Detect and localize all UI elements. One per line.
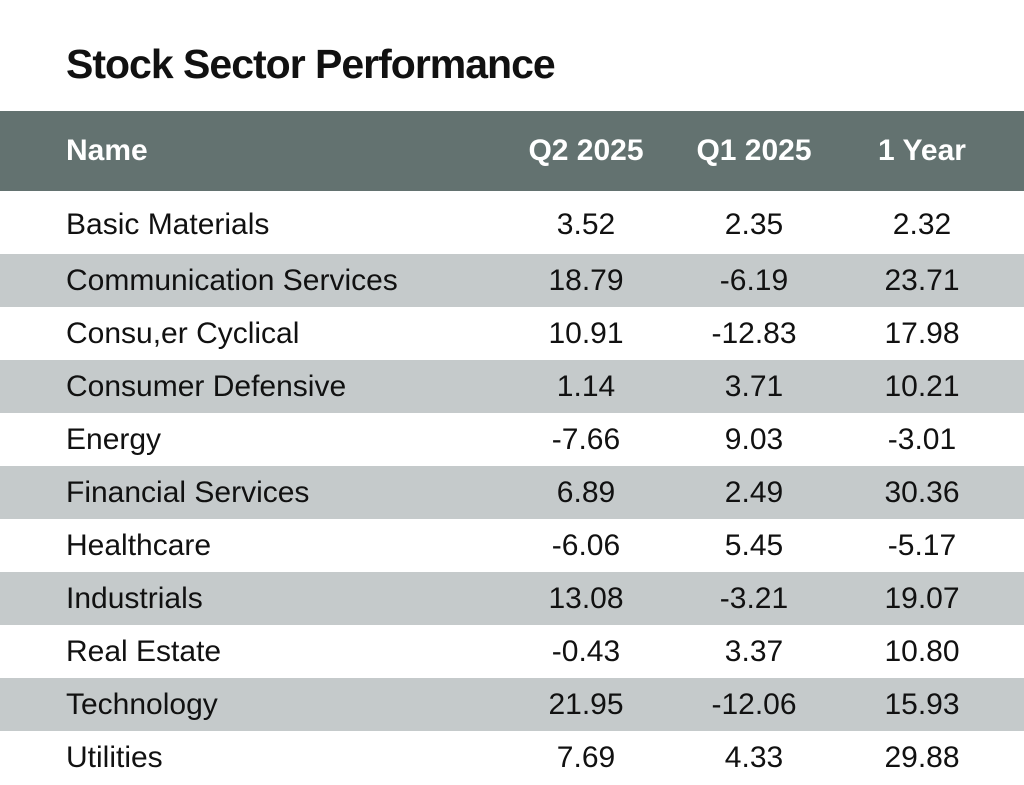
cell-q1-2025: -6.19 (719, 263, 789, 297)
table-row: Communication Services 18.79 -6.19 23.71 (0, 254, 1024, 307)
column-header-q1-2025: Q1 2025 (696, 134, 812, 167)
cell-name: Financial Services (66, 475, 310, 509)
cell-q2-2025: 10.91 (548, 316, 624, 350)
table-row: Technology 21.95 -12.06 15.93 (0, 678, 1024, 731)
table-row: Energy -7.66 9.03 -3.01 (0, 413, 1024, 466)
cell-name: Technology (66, 687, 218, 721)
cell-name: Consu,er Cyclical (66, 316, 300, 350)
page-title: Stock Sector Performance (66, 41, 556, 87)
cell-q2-2025: 18.79 (548, 263, 624, 297)
cell-q2-2025: 13.08 (548, 581, 624, 615)
table-body: Basic Materials 3.52 2.35 2.32 Communication… (0, 191, 1024, 784)
table-row: Financial Services 6.89 2.49 30.36 (0, 466, 1024, 519)
cell-q1-2025: -3.21 (719, 581, 789, 615)
cell-1-year: 30.36 (884, 475, 960, 509)
table-row: Basic Materials 3.52 2.35 2.32 (0, 191, 1024, 254)
cell-name: Basic Materials (66, 207, 270, 241)
cell-q2-2025: -6.06 (551, 528, 621, 562)
cell-q2-2025: -0.43 (551, 634, 621, 668)
cell-q1-2025: 3.37 (724, 634, 784, 668)
cell-q1-2025: -12.83 (711, 316, 797, 350)
cell-1-year: 15.93 (884, 687, 960, 721)
column-header-q2-2025: Q2 2025 (528, 134, 644, 167)
cell-q2-2025: 7.69 (556, 740, 616, 774)
cell-1-year: 10.80 (884, 634, 960, 668)
cell-q1-2025: 2.35 (724, 207, 784, 241)
cell-q1-2025: 4.33 (724, 740, 784, 774)
cell-1-year: 23.71 (884, 263, 960, 297)
cell-q1-2025: 5.45 (724, 528, 784, 562)
cell-1-year: -5.17 (887, 528, 957, 562)
cell-1-year: 17.98 (884, 316, 960, 350)
cell-q2-2025: 3.52 (556, 207, 616, 241)
table-row: Real Estate -0.43 3.37 10.80 (0, 625, 1024, 678)
cell-1-year: 29.88 (884, 740, 960, 774)
column-header-1-year: 1 Year (878, 134, 966, 167)
cell-q2-2025: 6.89 (556, 475, 616, 509)
cell-1-year: -3.01 (887, 422, 957, 456)
cell-name: Communication Services (66, 263, 398, 297)
cell-name: Healthcare (66, 528, 212, 562)
cell-q2-2025: 1.14 (556, 369, 616, 403)
cell-q1-2025: 2.49 (724, 475, 784, 509)
table-header-row: Name Q2 2025 Q1 2025 1 Year (0, 111, 1024, 191)
cell-q1-2025: -12.06 (711, 687, 797, 721)
cell-q2-2025: -7.66 (551, 422, 621, 456)
column-header-name: Name (66, 134, 148, 167)
cell-name: Real Estate (66, 634, 222, 668)
cell-q1-2025: 3.71 (724, 369, 784, 403)
cell-1-year: 10.21 (884, 369, 960, 403)
table-row: Industrials 13.08 -3.21 19.07 (0, 572, 1024, 625)
cell-name: Consumer Defensive (66, 369, 347, 403)
table-row: Consumer Defensive 1.14 3.71 10.21 (0, 360, 1024, 413)
cell-1-year: 19.07 (884, 581, 960, 615)
cell-name: Utilities (66, 740, 163, 774)
cell-q2-2025: 21.95 (548, 687, 624, 721)
cell-name: Energy (66, 422, 162, 456)
sector-performance-table: Name Q2 2025 Q1 2025 1 Year Basic Materi… (0, 111, 1024, 784)
table-row: Utilities 7.69 4.33 29.88 (0, 731, 1024, 784)
cell-1-year: 2.32 (892, 207, 952, 241)
cell-name: Industrials (66, 581, 203, 615)
cell-q1-2025: 9.03 (724, 422, 784, 456)
table-row: Healthcare -6.06 5.45 -5.17 (0, 519, 1024, 572)
table-row: Consu,er Cyclical 10.91 -12.83 17.98 (0, 307, 1024, 360)
